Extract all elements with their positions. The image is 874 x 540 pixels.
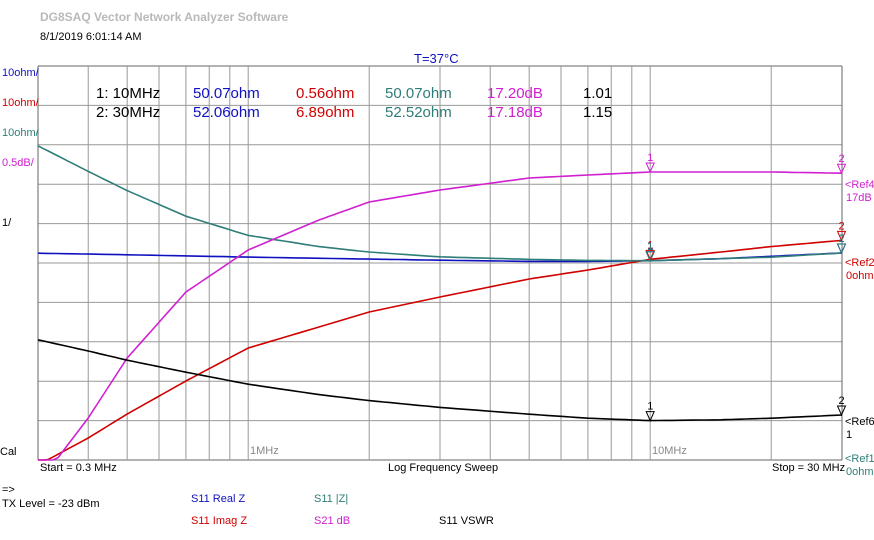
- ref-last-label: <Ref1: [845, 453, 874, 465]
- ref4-label: <Ref4: [845, 179, 874, 191]
- marker-1-real: 50.07ohm: [193, 85, 260, 102]
- marker-triangle: [836, 230, 847, 242]
- marker-2-label: 2: 30MHz: [96, 104, 161, 121]
- trace-s21-db: [38, 171, 843, 461]
- ref2-label: <Ref2: [845, 257, 874, 269]
- marker-number: 1: [647, 152, 653, 164]
- marker-number: 1: [647, 241, 653, 253]
- marker-2-db: 17.18dB: [487, 104, 543, 121]
- ref6-value: 1: [846, 429, 853, 441]
- trace-s11-vswr: [37, 339, 843, 422]
- marker-number: 1: [647, 241, 653, 253]
- marker-1-db: 17.20dB: [487, 85, 543, 102]
- tx-level: TX Level = -23 dBm: [2, 498, 100, 510]
- scale-abs-z: 10ohm/: [2, 127, 39, 139]
- marker-1-vswr: 1.01: [583, 85, 613, 102]
- marker-triangle: [645, 251, 655, 263]
- app-title: DG8SAQ Vector Network Analyzer Software: [40, 10, 289, 24]
- legend-imag-z: S11 Imag Z: [191, 515, 248, 527]
- sweep-start: Start = 0.3 MHz: [40, 462, 117, 474]
- marker-number: 2: [839, 220, 845, 232]
- marker-triangle: [836, 163, 847, 175]
- footer-arrow: =>: [2, 484, 15, 496]
- marker-number: 2: [839, 395, 845, 407]
- scale-real-z: 10ohm/: [2, 67, 39, 79]
- sweep-type: Log Frequency Sweep: [388, 462, 499, 474]
- scale-s21-db: 0.5dB/: [2, 157, 34, 169]
- marker-number: 1: [647, 401, 653, 413]
- marker-2-imag: 6.89ohm: [296, 104, 355, 121]
- legend-s21-db: S21 dB: [314, 515, 351, 527]
- marker-number: 2: [839, 153, 845, 165]
- marker-2-vswr: 1.15: [583, 104, 613, 121]
- scale-imag-z: 10ohm/: [2, 97, 39, 109]
- marker-number: 1: [647, 239, 653, 251]
- marker-2-absz: 52.52ohm: [385, 104, 452, 121]
- marker-triangle: [645, 162, 655, 174]
- marker-triangle: [836, 405, 847, 417]
- ref2-value: 0ohm: [846, 270, 874, 282]
- legend-real-z: S11 Real Z: [191, 493, 246, 505]
- ref-last-value: 0ohm: [846, 466, 874, 478]
- marker-1-imag: 0.56ohm: [296, 85, 355, 102]
- ref4-value: 17dB: [846, 192, 872, 204]
- scale-vswr: 1/: [2, 217, 12, 229]
- tick-10mhz: 10MHz: [652, 445, 687, 457]
- ref6-label: <Ref6: [845, 416, 874, 428]
- marker-1-label: 1: 10MHz: [96, 85, 161, 102]
- timestamp: 8/1/2019 6:01:14 AM: [40, 31, 142, 43]
- sweep-stop: Stop = 30 MHz: [772, 462, 846, 474]
- marker-triangle: [645, 249, 655, 261]
- legend-vswr: S11 VSWR: [439, 515, 494, 527]
- chart-grid: [37, 65, 843, 461]
- trace-s11-imag-z: [38, 239, 843, 461]
- cal-label: Cal: [0, 446, 17, 458]
- marker-triangle: [836, 243, 847, 255]
- temperature-readout: T=37°C: [414, 51, 459, 66]
- marker-triangle: [645, 411, 655, 422]
- legend-abs-z: S11 |Z|: [314, 493, 349, 505]
- tick-1mhz: 1MHz: [250, 445, 279, 457]
- marker-number: 2: [839, 233, 845, 245]
- marker-2-real: 52.06ohm: [193, 104, 260, 121]
- marker-1-absz: 50.07ohm: [385, 85, 452, 102]
